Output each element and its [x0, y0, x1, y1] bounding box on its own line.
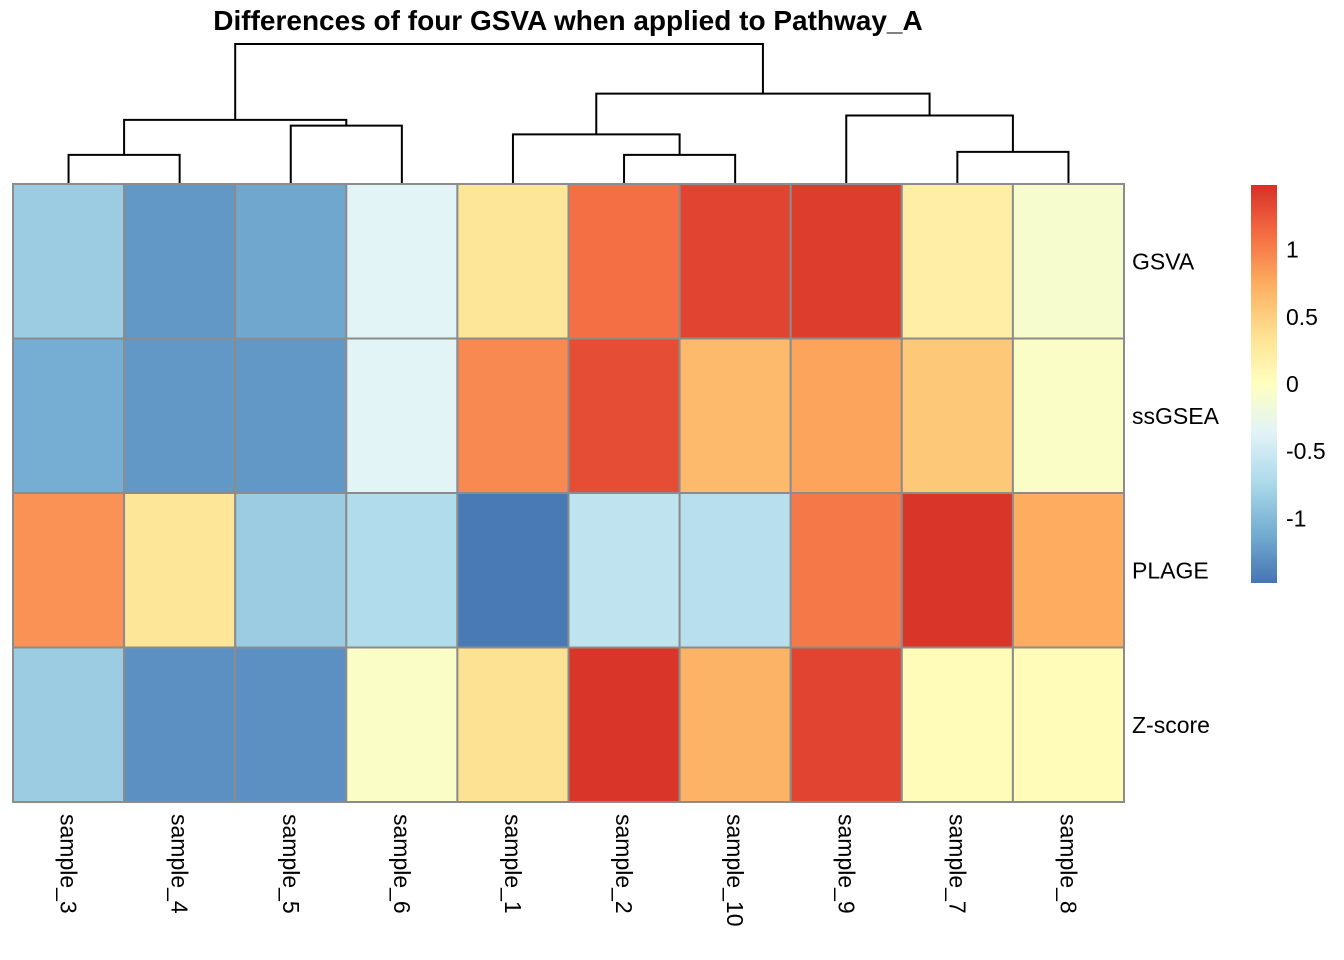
- heatmap-cell-GSVA-sample_3: [12, 183, 126, 340]
- column-label: sample_2: [611, 814, 637, 914]
- heatmap-cell-PLAGE-sample_9: [789, 492, 903, 649]
- column-labels: sample_3 sample_4 sample_5 sample_6 sample_1…: [56, 814, 1082, 927]
- heatmap-cell-ssGSEA-sample_2: [567, 337, 681, 494]
- heatmap-cell-ssGSEA-sample_10: [678, 337, 792, 494]
- heatmap-cell-Z-score-sample_10: [678, 646, 792, 803]
- dendrogram-branch: [956, 150, 1070, 184]
- heatmap-cell-ssGSEA-sample_3: [12, 337, 126, 494]
- legend-tick-label: 0.5: [1286, 304, 1318, 330]
- row-label: Z-score: [1132, 712, 1210, 738]
- heatmap-cell-Z-score-sample_2: [567, 646, 681, 803]
- heatmap-cell-GSVA-sample_2: [567, 183, 681, 340]
- dendrogram-branch: [289, 124, 403, 184]
- heatmap-cell-GSVA-sample_5: [234, 183, 348, 340]
- heatmap-cell-GSVA-sample_9: [789, 183, 903, 340]
- heatmap-cell-ssGSEA-sample_9: [789, 337, 903, 494]
- legend-tick-label: 0: [1286, 371, 1299, 397]
- heatmap-cell-Z-score-sample_1: [456, 646, 570, 803]
- column-label: sample_5: [278, 814, 304, 914]
- column-label: sample_8: [1055, 814, 1081, 914]
- heatmap-cell-Z-score-sample_4: [123, 646, 237, 803]
- heatmap-cell-GSVA-sample_6: [345, 183, 459, 340]
- column-label: sample_1: [500, 814, 526, 914]
- heatmap-cell-GSVA-sample_8: [1011, 183, 1126, 340]
- dendrogram-branch: [845, 114, 1014, 184]
- heatmap-cell-ssGSEA-sample_8: [1011, 337, 1126, 494]
- heatmap-cell-ssGSEA-sample_5: [234, 337, 348, 494]
- heatmap-cell-Z-score-sample_8: [1011, 646, 1126, 803]
- legend-tick-label: -0.5: [1286, 438, 1326, 464]
- dendrogram-branch: [595, 92, 931, 135]
- heatmap-cell-ssGSEA-sample_7: [900, 337, 1014, 494]
- heatmap-cell-PLAGE-sample_6: [345, 492, 459, 649]
- column-label: sample_3: [56, 814, 82, 914]
- heatmap-cell-PLAGE-sample_2: [567, 492, 681, 649]
- row-label: ssGSEA: [1132, 403, 1220, 429]
- heatmap-cell-Z-score-sample_3: [12, 646, 126, 803]
- row-label: GSVA: [1132, 248, 1195, 274]
- legend-tick-label: -1: [1286, 505, 1306, 531]
- heatmap-cell-PLAGE-sample_3: [12, 492, 126, 649]
- column-label: sample_4: [167, 814, 193, 914]
- heatmap-cell-PLAGE-sample_4: [123, 492, 237, 649]
- legend-color-bar: [1251, 185, 1277, 583]
- heatmap-cell-GSVA-sample_7: [900, 183, 1014, 340]
- column-label: sample_10: [722, 814, 748, 927]
- heatmap-cell-PLAGE-sample_10: [678, 492, 792, 649]
- heatmap-cell-PLAGE-sample_5: [234, 492, 348, 649]
- heatmap-cell-PLAGE-sample_7: [900, 492, 1014, 649]
- dendrogram-branch: [623, 153, 737, 184]
- column-label: sample_7: [944, 814, 970, 914]
- legend-ticks: 1 0.5 0 -0.5 -1: [1286, 237, 1326, 532]
- heatmap-cell-Z-score-sample_9: [789, 646, 903, 803]
- column-dendrogram: [67, 43, 1070, 184]
- dendrogram-branch: [511, 133, 681, 184]
- heatmap-cell-GSVA-sample_10: [678, 183, 792, 340]
- heatmap-cell-Z-score-sample_7: [900, 646, 1014, 803]
- heatmap-cell-ssGSEA-sample_4: [123, 337, 237, 494]
- heatmap-cell-PLAGE-sample_8: [1011, 492, 1126, 649]
- heatmap-cells: [12, 183, 1126, 803]
- row-labels: GSVA ssGSEA PLAGE Z-score: [1132, 248, 1220, 738]
- dendrogram-branch: [67, 153, 181, 184]
- row-label: PLAGE: [1132, 557, 1209, 583]
- heatmap-cell-ssGSEA-sample_1: [456, 337, 570, 494]
- heatmap-cell-ssGSEA-sample_6: [345, 337, 459, 494]
- heatmap-cell-GSVA-sample_4: [123, 183, 237, 340]
- heatmap-cell-GSVA-sample_1: [456, 183, 570, 340]
- legend-tick-label: 1: [1286, 237, 1299, 263]
- heatmap-cell-Z-score-sample_5: [234, 646, 348, 803]
- color-legend: 1 0.5 0 -0.5 -1: [1251, 185, 1326, 583]
- heatmap-cell-Z-score-sample_6: [345, 646, 459, 803]
- chart-title: Differences of four GSVA when applied to…: [213, 5, 922, 36]
- column-label: sample_6: [389, 814, 415, 914]
- dendrogram-branch: [234, 43, 764, 120]
- column-label: sample_9: [833, 814, 859, 914]
- heatmap-cell-PLAGE-sample_1: [456, 492, 570, 649]
